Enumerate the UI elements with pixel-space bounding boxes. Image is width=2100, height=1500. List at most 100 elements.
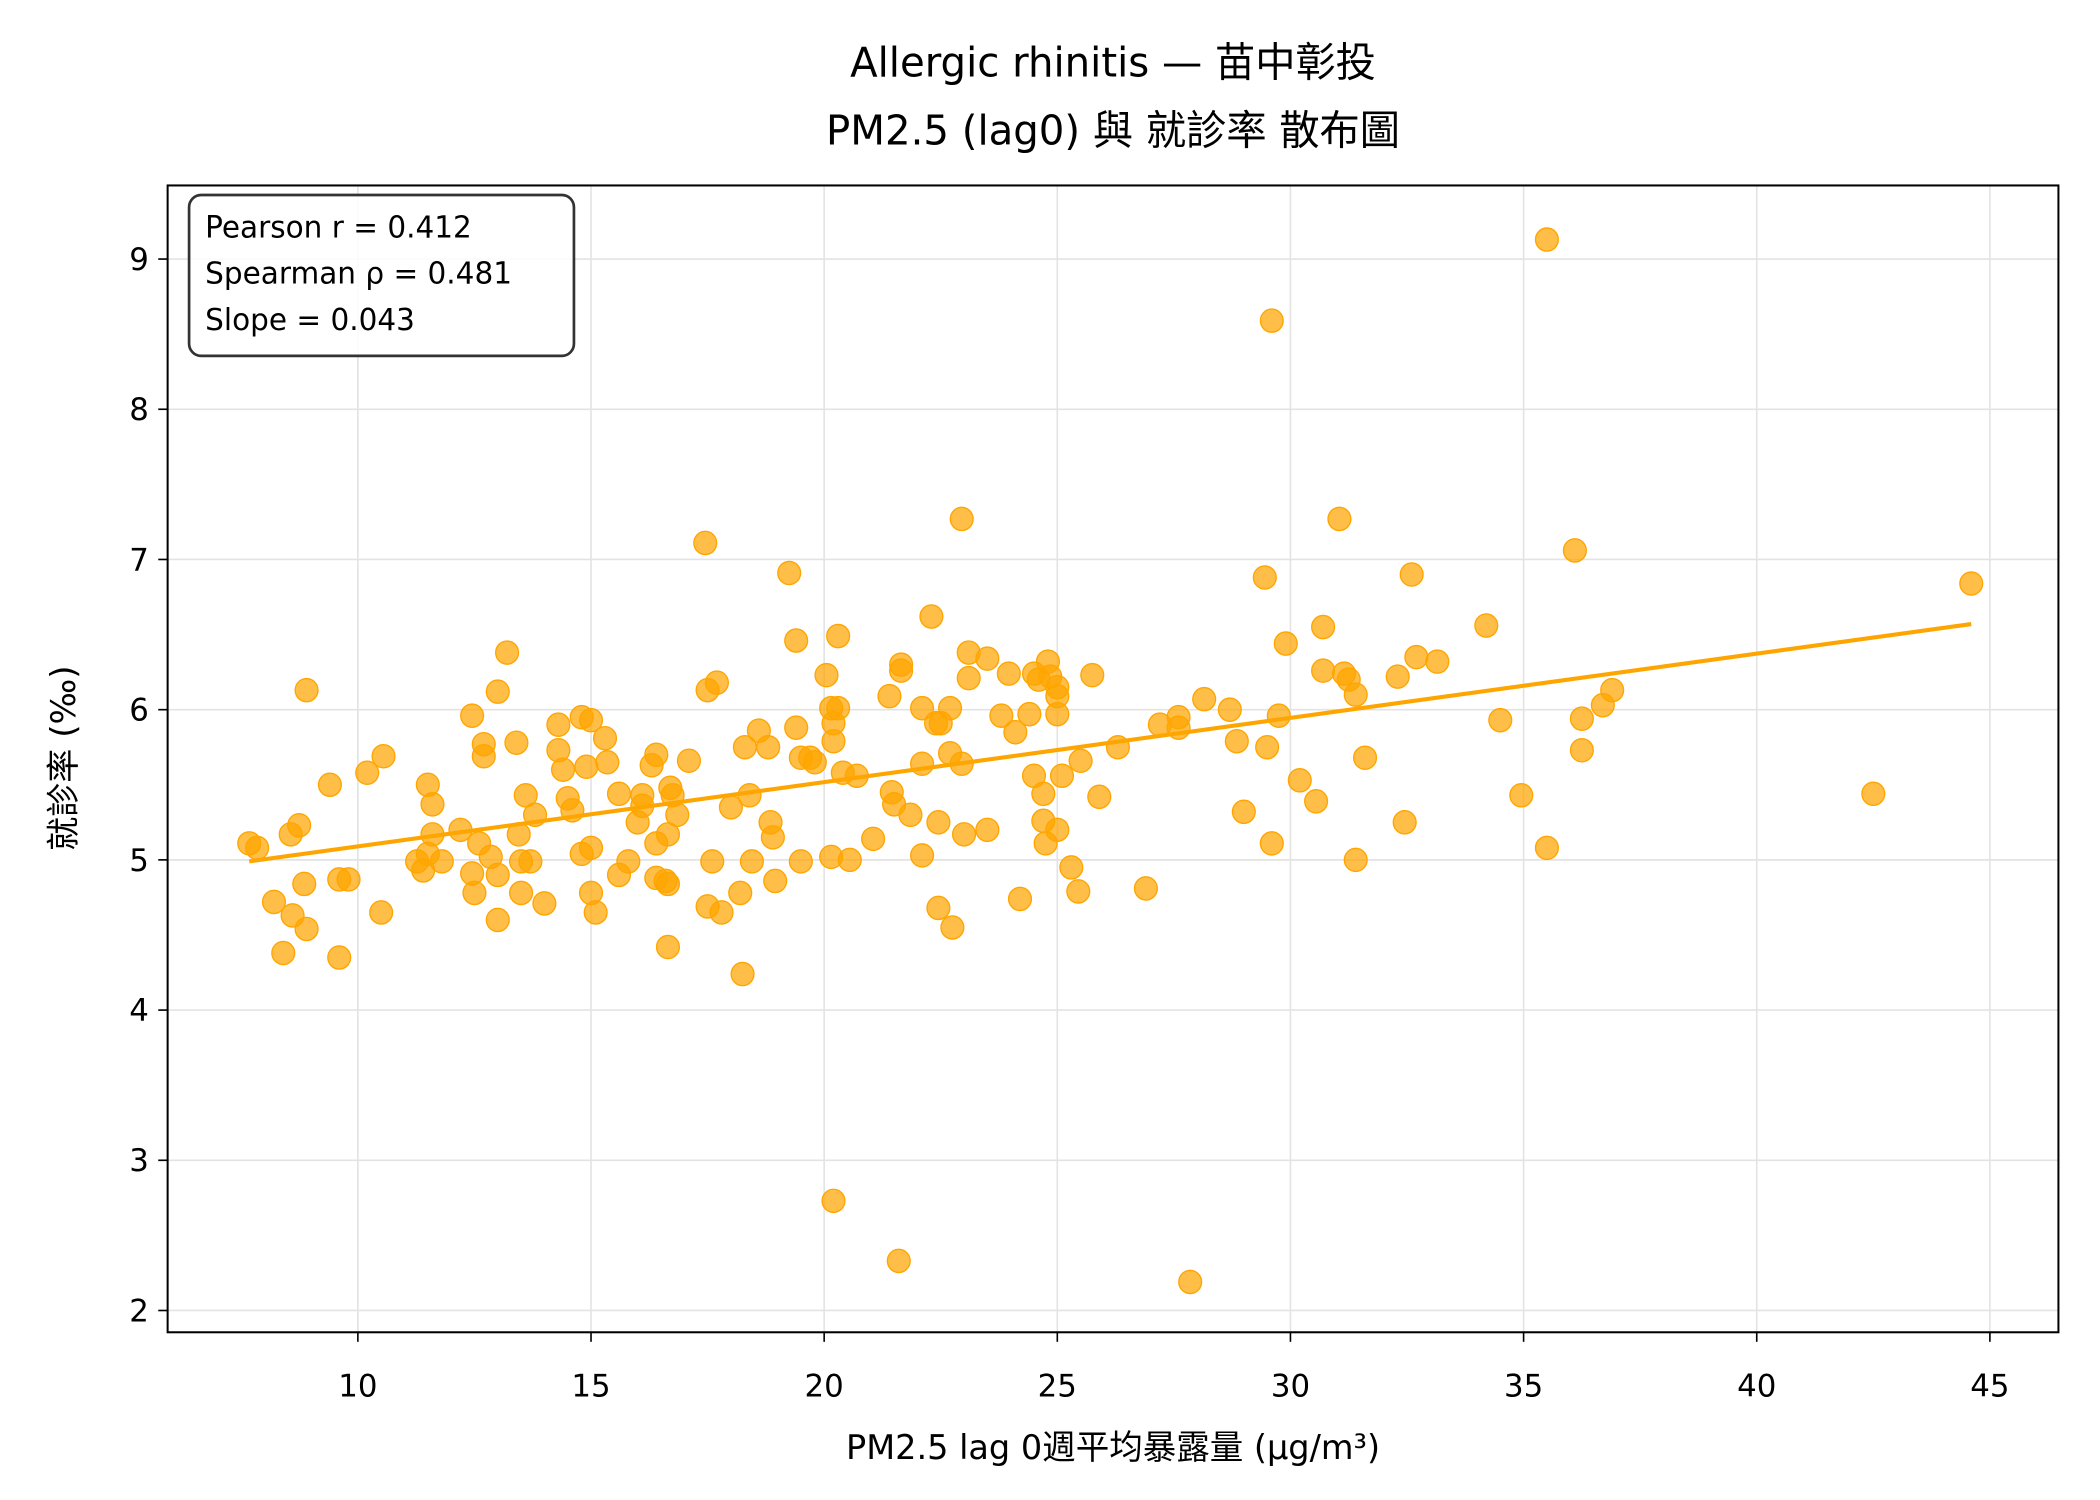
point (504, 730, 529, 755)
point (1352, 745, 1378, 771)
point (837, 847, 862, 873)
y-tick-label: 6 (129, 692, 149, 728)
point (1534, 835, 1559, 861)
point (1534, 227, 1559, 252)
trend-line (248, 622, 1972, 864)
point (1049, 763, 1075, 789)
point (1569, 706, 1594, 731)
y-tick-label: 9 (129, 242, 149, 278)
x-tick-label: 45 (1970, 1368, 2009, 1404)
point (784, 715, 809, 740)
x-tick-label: 25 (1038, 1368, 1077, 1404)
point (1861, 781, 1886, 807)
x-tick-label: 10 (338, 1368, 377, 1404)
point (1474, 613, 1499, 638)
x-tick-label: 40 (1737, 1368, 1776, 1404)
annotation: Spearman ρ = 0.481 (205, 256, 512, 291)
point (1045, 701, 1070, 727)
point (1068, 748, 1093, 774)
point (1080, 662, 1105, 688)
x-tick-label: 30 (1271, 1368, 1310, 1404)
marks (237, 227, 1984, 1295)
annotation: Slope = 0.043 (205, 303, 415, 338)
x-tick-label: 15 (571, 1368, 610, 1404)
x-axis-label: PM2.5 lag 0週平均暴露量 (μg/m³) (846, 1428, 1380, 1467)
point (1959, 571, 1984, 596)
point (1007, 886, 1033, 912)
point (826, 695, 851, 721)
point (898, 802, 923, 828)
point (975, 646, 1000, 671)
point (910, 843, 935, 868)
point (1255, 734, 1280, 760)
chart-subtitle: PM2.5 (lag0) 與 就診率 散布圖 (826, 106, 1400, 154)
point (606, 781, 632, 807)
point (910, 695, 935, 721)
point (460, 703, 485, 728)
point (763, 868, 788, 894)
point (1343, 847, 1368, 873)
point (951, 822, 977, 847)
point (655, 871, 681, 897)
point (777, 560, 802, 586)
point (1259, 308, 1284, 333)
point (1287, 767, 1312, 793)
point (1488, 707, 1513, 733)
point (1273, 631, 1298, 656)
y-tick-label: 5 (129, 843, 149, 879)
stats-box (187, 193, 576, 358)
point (802, 749, 827, 775)
point (1259, 831, 1284, 856)
point (1059, 855, 1084, 880)
point (583, 900, 608, 925)
point (271, 940, 296, 966)
point (655, 822, 681, 847)
point (462, 880, 487, 906)
point (937, 695, 963, 721)
point (485, 907, 510, 933)
point (513, 783, 538, 808)
point (1385, 664, 1410, 689)
point (495, 640, 520, 665)
point (1404, 644, 1429, 670)
point (788, 849, 813, 874)
point (1399, 562, 1424, 587)
point (546, 712, 571, 737)
point (371, 743, 396, 769)
point (595, 749, 620, 775)
point (821, 1188, 846, 1214)
point (760, 825, 785, 850)
point (550, 757, 576, 783)
point (1003, 719, 1028, 745)
plot-frame (166, 184, 2060, 1334)
point (1327, 506, 1352, 532)
point (784, 628, 809, 653)
point (989, 703, 1014, 728)
chart-title: Allergic rhinitis — 苗中彰投 (850, 38, 1376, 86)
point (287, 813, 312, 838)
point (327, 945, 352, 970)
point (1311, 658, 1336, 683)
point (261, 889, 287, 915)
y-tick-label: 8 (129, 392, 149, 428)
point (693, 530, 718, 556)
point (471, 743, 496, 769)
x-tick-label: 35 (1504, 1368, 1543, 1404)
point (574, 754, 599, 780)
point (336, 867, 361, 892)
point (518, 849, 543, 874)
point (1252, 565, 1277, 590)
point (485, 862, 510, 888)
point (532, 891, 557, 916)
point (728, 880, 753, 906)
point (1304, 789, 1329, 814)
point (294, 677, 319, 703)
point (996, 661, 1021, 686)
point (317, 772, 342, 798)
point (429, 849, 454, 874)
point (1217, 697, 1242, 722)
x-tick-label: 20 (805, 1368, 844, 1404)
y-tick-label: 4 (129, 993, 149, 1029)
